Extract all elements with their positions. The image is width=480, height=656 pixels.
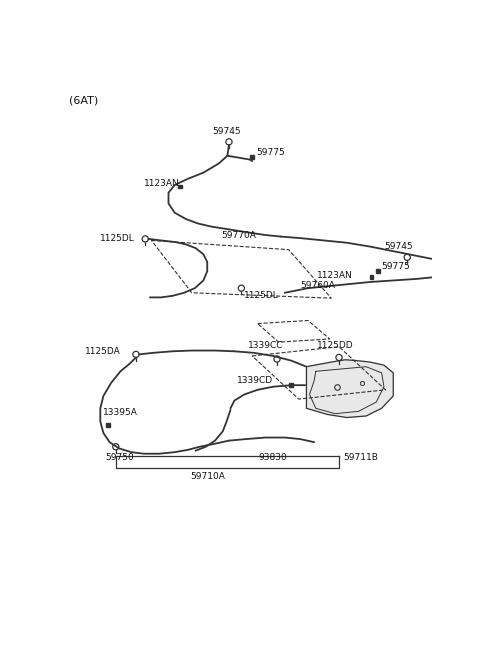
Text: 1123AN: 1123AN xyxy=(144,179,180,188)
Text: 59775: 59775 xyxy=(256,148,285,157)
Text: (6AT): (6AT) xyxy=(69,96,98,106)
Text: 1125DL: 1125DL xyxy=(244,291,279,300)
Text: 1123AN: 1123AN xyxy=(317,272,353,280)
Text: 59770A: 59770A xyxy=(221,232,256,240)
Text: 1125DL: 1125DL xyxy=(100,234,135,243)
Text: 1339CD: 1339CD xyxy=(237,376,273,385)
Text: 59775: 59775 xyxy=(382,262,410,271)
Text: 59745: 59745 xyxy=(384,242,413,251)
Text: 59745: 59745 xyxy=(212,127,240,136)
Text: 59760A: 59760A xyxy=(300,281,335,289)
Bar xyxy=(250,155,254,159)
Text: 59710A: 59710A xyxy=(190,472,225,481)
Bar xyxy=(178,184,182,188)
Text: 13395A: 13395A xyxy=(103,409,138,417)
Bar xyxy=(370,276,373,279)
Text: 1339CC: 1339CC xyxy=(248,340,283,350)
Text: 1125DA: 1125DA xyxy=(85,347,120,356)
Text: 59711B: 59711B xyxy=(344,453,379,462)
Text: 93830: 93830 xyxy=(258,453,287,462)
Bar xyxy=(376,270,380,273)
Bar xyxy=(289,383,293,387)
Text: 59750: 59750 xyxy=(105,453,134,462)
Bar xyxy=(106,423,110,427)
Polygon shape xyxy=(306,359,393,417)
Text: 1125DD: 1125DD xyxy=(317,340,354,350)
